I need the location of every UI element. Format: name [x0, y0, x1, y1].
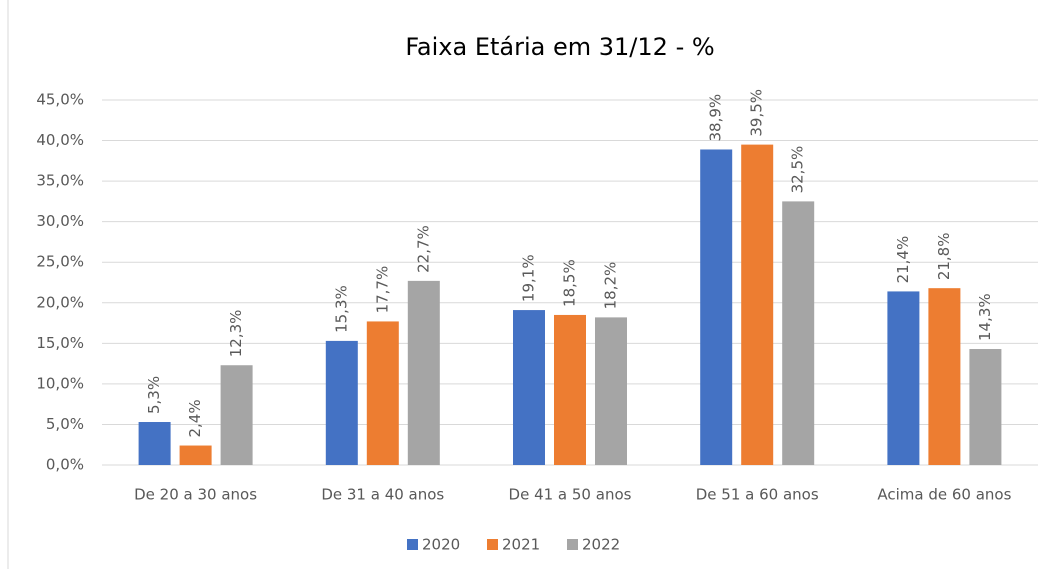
- legend-swatch: [487, 539, 498, 550]
- bar: [220, 365, 253, 465]
- bar: [407, 280, 440, 465]
- data-label: 17,7%: [373, 266, 391, 314]
- bar: [325, 340, 358, 465]
- y-tick-label: 10,0%: [36, 374, 84, 392]
- data-label: 15,3%: [332, 285, 350, 333]
- bar: [366, 321, 399, 465]
- bar: [138, 422, 171, 465]
- data-label: 5,3%: [145, 376, 163, 414]
- bar: [595, 317, 627, 465]
- data-label: 12,3%: [227, 310, 245, 358]
- bar: [741, 144, 774, 465]
- x-tick-label: De 31 a 40 anos: [321, 486, 444, 504]
- legend-label: 2021: [502, 536, 540, 554]
- data-label: 38,9%: [707, 94, 725, 142]
- y-tick-label: 25,0%: [36, 253, 84, 271]
- data-label: 19,1%: [520, 254, 538, 302]
- y-tick-label: 45,0%: [36, 91, 84, 109]
- bar: [513, 310, 545, 465]
- bar: [179, 445, 212, 465]
- data-label: 21,8%: [935, 233, 953, 281]
- y-tick-label: 5,0%: [46, 415, 84, 433]
- legend-label: 2020: [422, 536, 460, 554]
- bar: [700, 149, 733, 465]
- legend-swatch: [407, 539, 418, 550]
- legend-swatch: [567, 539, 578, 550]
- bar: [887, 291, 920, 465]
- x-tick-label: De 20 a 30 anos: [134, 486, 257, 504]
- bar: [969, 349, 1002, 465]
- bar: [928, 288, 961, 465]
- data-label: 32,5%: [789, 146, 807, 194]
- y-tick-label: 15,0%: [36, 334, 84, 352]
- bar: [554, 314, 586, 465]
- data-label: 14,3%: [976, 293, 994, 341]
- chart-title: Faixa Etária em 31/12 - %: [405, 33, 714, 61]
- y-tick-label: 20,0%: [36, 293, 84, 311]
- data-label: 21,4%: [894, 236, 912, 284]
- y-tick-label: 30,0%: [36, 212, 84, 230]
- data-label: 39,5%: [748, 89, 766, 137]
- y-tick-label: 40,0%: [36, 131, 84, 149]
- y-tick-label: 35,0%: [36, 172, 84, 190]
- data-label: 22,7%: [414, 225, 432, 273]
- x-tick-label: De 41 a 50 anos: [509, 486, 632, 504]
- x-tick-label: Acima de 60 anos: [877, 486, 1011, 504]
- x-tick-label: De 51 a 60 anos: [696, 486, 819, 504]
- data-label: 18,2%: [602, 262, 620, 310]
- bar: [782, 201, 815, 465]
- data-label: 2,4%: [186, 399, 204, 437]
- y-tick-label: 0,0%: [46, 456, 84, 474]
- data-label: 18,5%: [561, 259, 579, 307]
- legend-label: 2022: [582, 536, 620, 554]
